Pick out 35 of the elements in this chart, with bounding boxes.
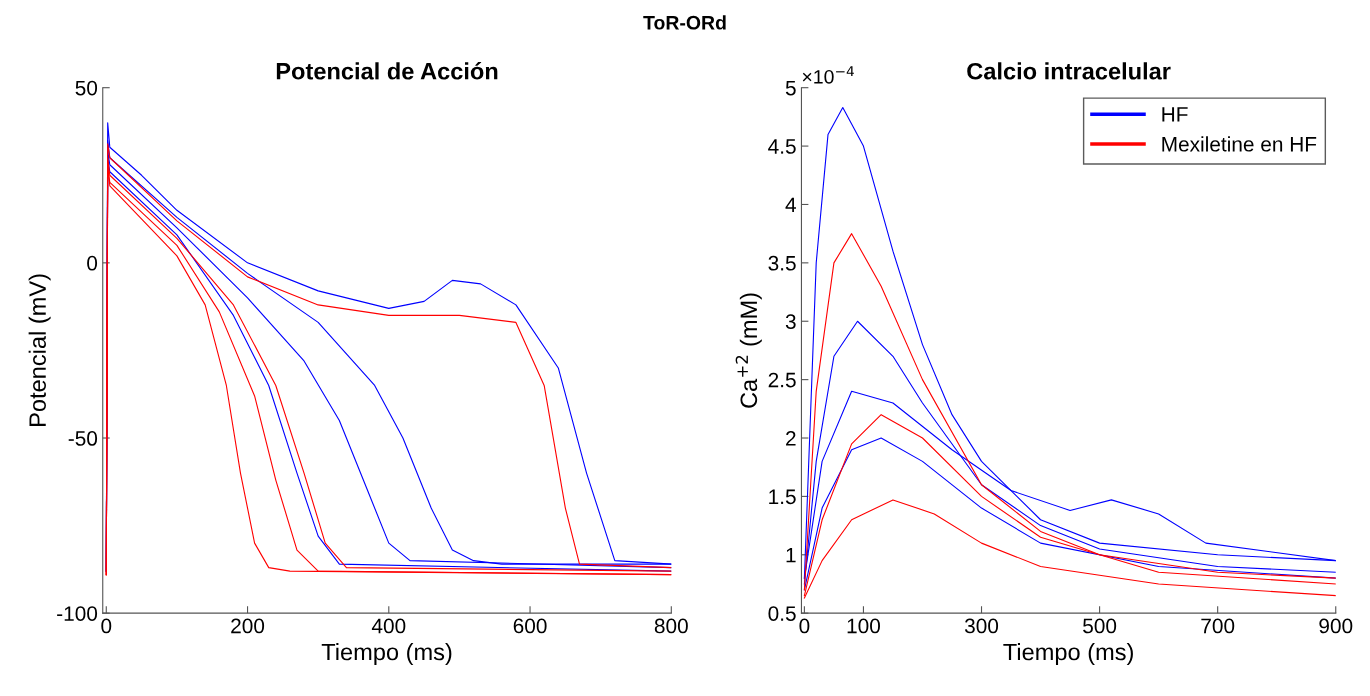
text: ×10$^{−4}$: [802, 66, 854, 84]
x-tick-label: 800: [654, 618, 688, 634]
x-tick-label: 100: [847, 618, 881, 634]
y-tick-label: 2.5: [768, 372, 796, 388]
y-tick-label: -100: [57, 606, 98, 621]
y-axis-title: Ca$^{+2}$ (mM): [735, 293, 762, 408]
y-tick-label: 3: [785, 314, 796, 329]
y-tick-label: 50: [75, 80, 98, 96]
y-tick-label: 3.5: [768, 255, 796, 271]
legend-label: Mexiletine en HF: [1162, 136, 1317, 152]
y-tick-label: 4.5: [768, 139, 796, 154]
x-tick-label: 700: [1201, 618, 1235, 634]
chart-title: Potencial de Acción: [276, 62, 498, 80]
chart-title: Calcio intracelular: [967, 62, 1171, 80]
x-tick-label: 500: [1083, 618, 1117, 634]
text: ToR-ORd: [643, 15, 726, 30]
y-tick-label: 4: [785, 197, 796, 213]
x-tick-label: 900: [1319, 618, 1353, 634]
y-tick-label: 0.5: [768, 606, 796, 621]
x-tick-label: 0: [101, 618, 112, 634]
x-tick-label: 600: [513, 618, 547, 634]
y-tick-label: 2: [786, 431, 796, 446]
y-tick-label: -50: [68, 431, 98, 446]
y-tick-label: 1.5: [769, 489, 796, 505]
x-axis-title: Tiempo (ms): [1003, 643, 1133, 666]
x-tick-label: 0: [799, 618, 810, 634]
x-tick-label: 300: [964, 618, 999, 634]
x-tick-label: 200: [231, 618, 265, 634]
y-tick-label: 1: [786, 548, 796, 563]
y-tick-label: 5: [785, 80, 796, 96]
legend-label: HF: [1162, 107, 1188, 122]
x-tick-label: 400: [371, 618, 406, 634]
x-axis-title: Tiempo (ms): [321, 643, 452, 666]
y-axis-title: Potencial (mV): [28, 274, 51, 426]
y-tick-label: 0: [87, 255, 98, 271]
